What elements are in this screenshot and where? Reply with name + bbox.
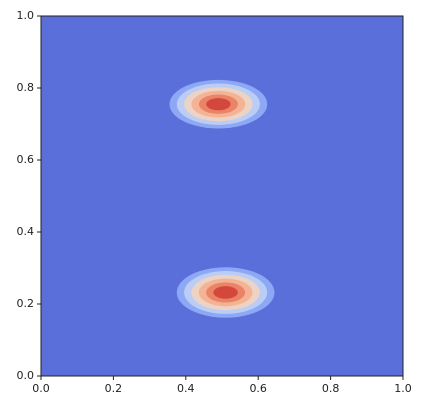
y-tick-label: 0.2 bbox=[17, 297, 35, 310]
y-tick-label: 0.6 bbox=[17, 153, 35, 166]
x-tick-label: 0.0 bbox=[32, 382, 50, 395]
x-tick-label: 0.6 bbox=[249, 382, 267, 395]
x-tick-label: 0.8 bbox=[322, 382, 340, 395]
y-tick-label: 0.4 bbox=[17, 225, 35, 238]
contour-background bbox=[41, 16, 403, 376]
x-tick-label: 0.2 bbox=[105, 382, 123, 395]
y-tick-label: 0.0 bbox=[17, 369, 35, 382]
plot-frame bbox=[40, 15, 404, 377]
contour-level bbox=[213, 286, 238, 299]
contour-level bbox=[206, 98, 231, 111]
x-tick-label: 0.4 bbox=[177, 382, 195, 395]
y-tick-label: 1.0 bbox=[17, 9, 35, 22]
x-tick-label: 1.0 bbox=[394, 382, 412, 395]
y-tick-label: 0.8 bbox=[17, 81, 35, 94]
